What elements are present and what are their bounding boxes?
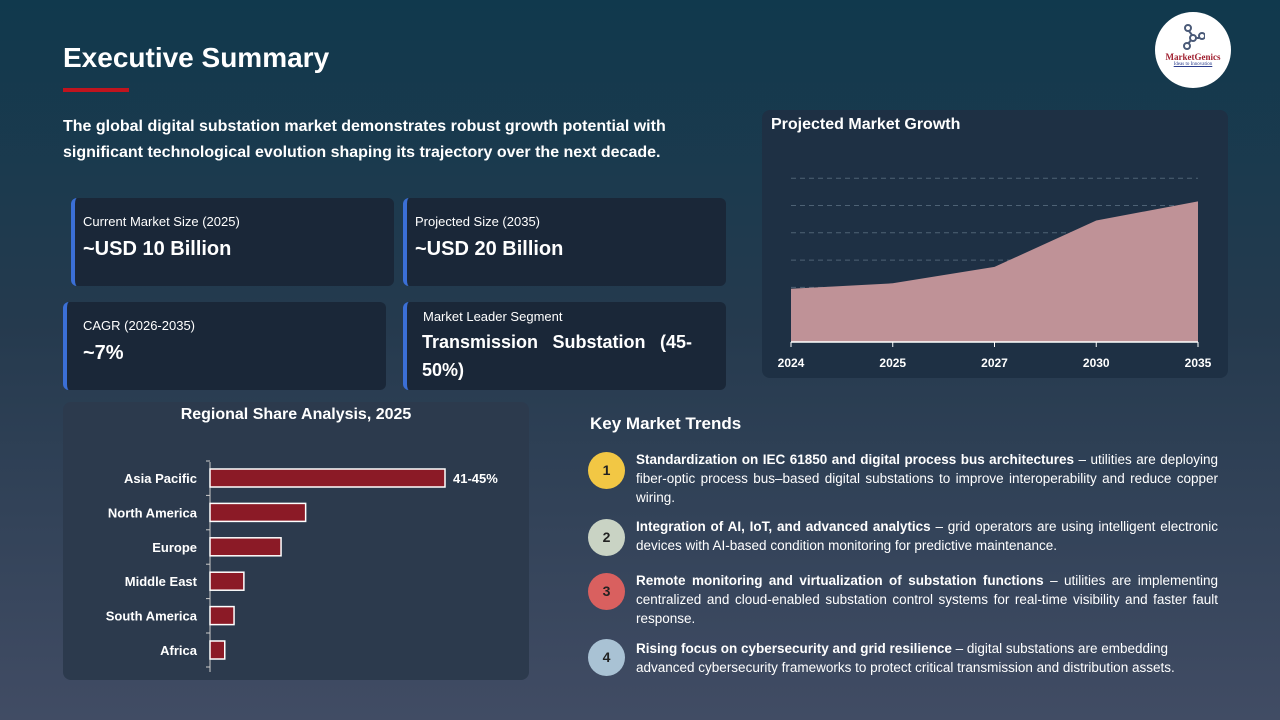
regional-chart-panel [63,402,529,680]
category-label: South America [106,609,198,624]
bar [209,537,282,557]
trend-number-badge: 3 [588,573,625,610]
logo-text: MarketGenics [1165,52,1221,62]
trend-heading: Integration of AI, IoT, and advanced ana… [636,519,931,534]
category-label: Europe [152,540,197,555]
logo-tagline: Ideas to Innovation [1173,62,1213,67]
trend-heading: Remote monitoring and virtualization of … [636,573,1044,588]
page-title: Executive Summary [63,42,330,73]
bar [209,571,245,591]
molecule-icon [1183,24,1205,50]
trend-text: – digital substations are embedding adva… [636,641,1175,675]
area-series [791,201,1198,342]
title-underline [63,88,129,92]
card-cagr: CAGR (2026-2035) ~7% [63,302,386,390]
bar [209,468,446,488]
x-tick-label: 2035 [1185,356,1212,370]
trend-item: 1 Standardization on IEC 61850 and digita… [588,450,1218,507]
trend-heading: Rising focus on cybersecurity and grid r… [636,641,952,656]
trend-item: 3 Remote monitoring and virtualization of… [588,571,1218,628]
intro-text: The global digital substation market dem… [63,118,666,161]
card-value: Transmission Substation (45-50%) [422,332,692,380]
trends-title: Key Market Trends [590,414,742,433]
card-value: ~7% [83,342,124,364]
category-label: Africa [160,643,198,658]
category-label: Middle East [125,574,198,589]
trend-text: – grid operators are using intelligent e… [636,519,1218,553]
trend-number-badge: 2 [588,519,625,556]
x-tick-label: 2030 [1083,356,1110,370]
bar [209,502,307,523]
category-label: Asia Pacific [124,471,197,486]
bar [209,640,226,660]
category-label: North America [108,505,198,520]
bar [209,605,235,626]
trend-text: – utilities are deploying fiber-optic pr… [636,452,1218,505]
card-value: ~USD 20 Billion [415,238,564,260]
growth-chart: 2024 2025 2027 2030 2035 [778,177,1212,370]
trend-text: – utilities are implementing centralized… [636,573,1219,626]
trend-number-badge: 4 [588,639,625,676]
logo: MarketGenics Ideas to Innovation [1155,12,1231,88]
regional-chart-title: Regional Share Analysis, 2025 [180,406,412,423]
trend-item: 2 Integration of AI, IoT, and advanced an… [588,517,1218,556]
card-current-size: Current Market Size (2025) ~USD 10 Billi… [71,198,394,286]
card-label: Projected Size (2035) [415,214,541,229]
card-value: ~USD 10 Billion [83,238,232,260]
x-tick-label: 2027 [981,356,1008,370]
trend-heading: Standardization on IEC 61850 and digital… [636,452,1074,467]
trend-item: 4 Rising focus on cybersecurity and grid … [588,639,1188,677]
card-label: CAGR (2026-2035) [83,318,195,333]
card-label: Current Market Size (2025) [83,214,240,229]
card-leader-segment: Market Leader Segment Transmission Subst… [403,302,726,390]
card-label: Market Leader Segment [423,309,563,324]
x-tick-label: 2024 [778,356,805,370]
card-projected-size: Projected Size (2035) ~USD 20 Billion [403,198,726,286]
regional-chart: Asia Pacific 41-45% North America Europe Mid… [106,460,498,672]
data-label: 41-45% [453,471,498,486]
trend-number-badge: 1 [588,452,625,489]
growth-chart-title: Projected Market Growth [771,116,961,133]
x-tick-label: 2025 [879,356,906,370]
